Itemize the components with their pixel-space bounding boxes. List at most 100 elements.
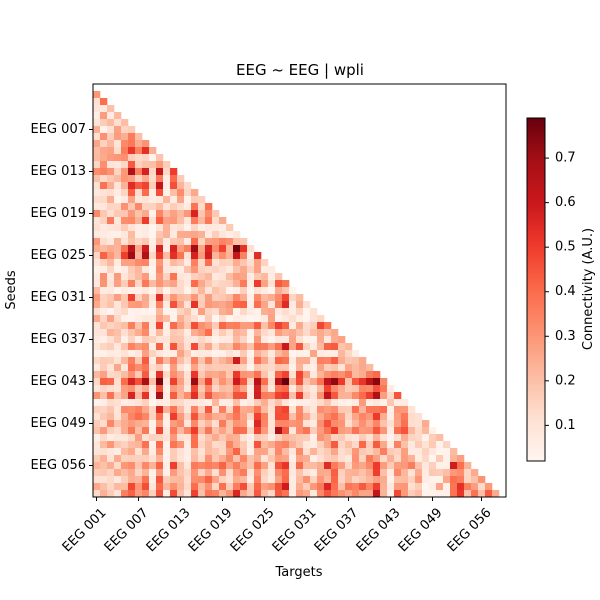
heatmap-cell: [142, 224, 150, 232]
heatmap-cell: [142, 336, 150, 344]
heatmap-cell: [205, 238, 213, 246]
heatmap-cell: [184, 469, 192, 477]
heatmap-cell: [436, 448, 444, 456]
heatmap-cell: [156, 455, 164, 463]
heatmap-cell: [345, 385, 353, 393]
heatmap-cell: [408, 490, 416, 498]
heatmap-cell: [261, 413, 269, 421]
heatmap-cell: [212, 420, 220, 428]
heatmap-cell: [149, 420, 157, 428]
heatmap-cell: [408, 420, 416, 428]
heatmap-cell: [121, 462, 129, 470]
heatmap-cell: [149, 315, 157, 323]
heatmap-cell: [149, 448, 157, 456]
heatmap-cell: [156, 259, 164, 267]
heatmap-cell: [121, 217, 129, 225]
colorbar-tick: 0.4: [545, 284, 576, 299]
heatmap-cell: [212, 252, 220, 260]
heatmap-cell: [184, 490, 192, 498]
heatmap-cell: [191, 350, 199, 358]
heatmap-cell: [114, 462, 122, 470]
heatmap-cell: [422, 448, 430, 456]
heatmap-cell: [149, 273, 157, 281]
heatmap-cell: [387, 476, 395, 484]
heatmap-cell: [163, 224, 171, 232]
heatmap-cell: [338, 434, 346, 442]
heatmap-cell: [457, 455, 465, 463]
heatmap-cell: [387, 455, 395, 463]
heatmap-cell: [289, 357, 297, 365]
heatmap-cell: [289, 343, 297, 351]
heatmap-cell: [317, 315, 325, 323]
heatmap-cell: [296, 406, 304, 414]
heatmap-cell: [254, 294, 262, 302]
heatmap-cell: [254, 490, 262, 498]
heatmap-cell: [142, 483, 150, 491]
heatmap-cell: [268, 392, 276, 400]
heatmap-cell: [184, 217, 192, 225]
heatmap-cell: [268, 476, 276, 484]
heatmap-cell: [135, 287, 143, 295]
heatmap-cell: [205, 441, 213, 449]
heatmap-cell: [310, 371, 318, 379]
heatmap-cell: [107, 483, 115, 491]
heatmap-cell: [121, 196, 129, 204]
heatmap-cell: [170, 357, 178, 365]
heatmap-cell: [198, 490, 206, 498]
heatmap-cell: [114, 350, 122, 358]
x-tick-label: EEG 043: [354, 505, 404, 555]
heatmap-cell: [156, 378, 164, 386]
heatmap-cell: [247, 364, 255, 372]
heatmap-cell: [233, 266, 241, 274]
heatmap-cell: [205, 350, 213, 358]
heatmap-cell: [226, 224, 234, 232]
heatmap-cell: [163, 364, 171, 372]
heatmap-cell: [114, 224, 122, 232]
heatmap-cell: [163, 413, 171, 421]
heatmap-cell: [114, 427, 122, 435]
heatmap-cell: [163, 203, 171, 211]
heatmap-cell: [289, 455, 297, 463]
heatmap-cell: [184, 364, 192, 372]
heatmap-cell: [121, 378, 129, 386]
heatmap-cell: [240, 252, 248, 260]
heatmap-cell: [128, 259, 136, 267]
heatmap-cell: [226, 385, 234, 393]
heatmap-cell: [163, 399, 171, 407]
heatmap-cell: [163, 210, 171, 218]
heatmap-cell: [156, 245, 164, 253]
heatmap-cell: [198, 413, 206, 421]
heatmap-cell: [184, 287, 192, 295]
heatmap-cell: [184, 350, 192, 358]
heatmap-cell: [282, 343, 290, 351]
heatmap-cell: [247, 392, 255, 400]
heatmap-cell: [156, 217, 164, 225]
heatmap-cell: [366, 392, 374, 400]
heatmap-cell: [226, 427, 234, 435]
heatmap-cell: [324, 448, 332, 456]
heatmap-cell: [205, 259, 213, 267]
heatmap-cell: [156, 385, 164, 393]
heatmap-cell: [205, 336, 213, 344]
heatmap-cell: [156, 266, 164, 274]
heatmap-cell: [443, 483, 451, 491]
heatmap-cell: [100, 392, 108, 400]
heatmap-cell: [149, 441, 157, 449]
heatmap-cell: [268, 371, 276, 379]
heatmap-cell: [198, 399, 206, 407]
heatmap-cell: [240, 308, 248, 316]
heatmap-cell: [240, 385, 248, 393]
heatmap-cell: [310, 483, 318, 491]
colorbar: [526, 117, 546, 462]
heatmap-cell: [212, 336, 220, 344]
heatmap-cell: [121, 385, 129, 393]
heatmap-cell: [121, 406, 129, 414]
heatmap-cell: [324, 329, 332, 337]
heatmap-cell: [114, 406, 122, 414]
heatmap-cell: [184, 336, 192, 344]
heatmap-cell: [149, 329, 157, 337]
heatmap-cell: [142, 259, 150, 267]
heatmap-cell: [373, 476, 381, 484]
heatmap-cell: [100, 455, 108, 463]
